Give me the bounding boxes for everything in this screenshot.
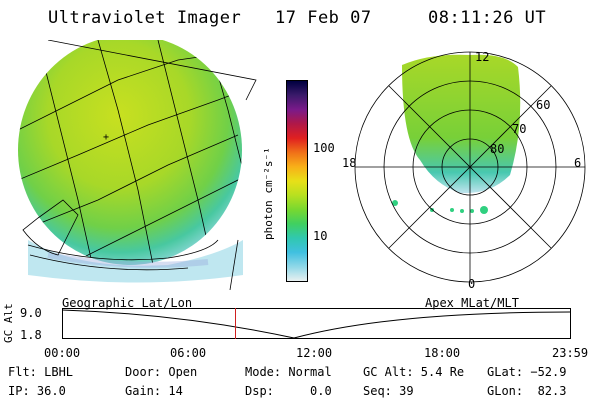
geo-grid	[18, 40, 242, 265]
timeline-ylabel: GC Alt	[2, 303, 15, 343]
timeline-tick-1200: 12:00	[296, 346, 333, 360]
colorbar-label: photon cm⁻²s⁻¹	[262, 147, 275, 240]
timeline-tick-0600: 06:00	[170, 346, 207, 360]
svg-text:+: +	[103, 132, 109, 143]
time-label: 08:11:26 UT	[428, 8, 547, 28]
status-ip: IP: 36.0	[8, 384, 66, 398]
status-gain: Gain: 14	[125, 384, 183, 398]
polar-grid	[354, 51, 586, 283]
colorbar-tick-100: 100	[313, 141, 335, 155]
status-filter: Flt: LBHL	[8, 365, 74, 379]
timeline-ymax: 9.0	[20, 306, 42, 320]
status-glon: GLon: 82.3	[487, 384, 567, 398]
status-glat: GLat: −52.9	[487, 365, 567, 379]
mlat-60-label: 60	[536, 98, 550, 112]
timeline-ymin: 1.8	[20, 328, 42, 342]
mlt-12-label: 12	[475, 50, 489, 64]
orbit-altitude-timeline	[62, 308, 571, 339]
polar-mlat-mlt-panel: 12 0 18 6 60 70 80	[342, 50, 586, 290]
color-bar	[286, 80, 308, 282]
timeline-tick-2359: 23:59	[552, 346, 589, 360]
polar-aurora-image	[402, 54, 521, 194]
timeline-tick-0000: 00:00	[44, 346, 81, 360]
date-label: 17 Feb 07	[275, 8, 372, 28]
mlt-6-label: 6	[574, 156, 581, 170]
apex-caption: Apex MLat/MLT	[425, 296, 519, 310]
status-gc-alt: GC Alt: 5.4 Re	[363, 365, 465, 379]
mlat-80-label: 80	[490, 142, 504, 156]
mlt-0-label: 0	[468, 277, 475, 290]
mlat-70-label: 70	[512, 122, 526, 136]
timeline-tick-1800: 18:00	[424, 346, 461, 360]
status-door: Door: Open	[125, 365, 198, 379]
mlt-18-label: 18	[342, 156, 356, 170]
geo-caption: Geographic Lat/Lon	[62, 296, 193, 310]
geographic-image-panel: +	[18, 40, 257, 290]
earth-disk	[18, 40, 242, 265]
altitude-curve	[62, 309, 571, 339]
status-mode: Mode: Normal	[245, 365, 332, 379]
status-seq: Seq: 39	[363, 384, 414, 398]
colorbar-tick-10: 10	[313, 229, 328, 243]
status-dsp: Dsp: 0.0	[245, 384, 332, 398]
app-title: Ultraviolet Imager	[48, 8, 242, 28]
